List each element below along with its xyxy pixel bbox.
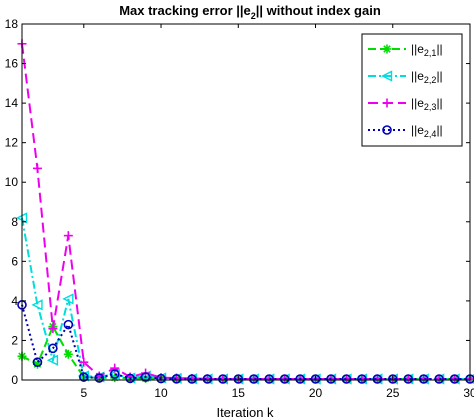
- x-axis-label: Iteration k: [216, 405, 274, 420]
- data-point-s3: [110, 363, 120, 373]
- legend-label: ||e2,4||: [411, 123, 443, 139]
- data-point-s4: [449, 374, 460, 384]
- data-point-s4: [78, 372, 89, 382]
- data-point-s4: [387, 374, 398, 384]
- x-tick-label: 25: [386, 386, 400, 400]
- chart-title: Max tracking error ||e2|| without index …: [119, 3, 381, 21]
- legend-marker: [380, 70, 393, 82]
- data-point-s4: [326, 374, 336, 384]
- x-tick-label: 20: [309, 386, 323, 400]
- data-point-s4: [233, 374, 244, 384]
- legend-label: ||e2,2||: [411, 69, 443, 85]
- series-line-2: [21, 217, 470, 380]
- y-tick-label: 10: [5, 175, 19, 189]
- data-point-s4: [171, 374, 182, 384]
- y-tick-label: 4: [11, 294, 18, 308]
- legend-label: ||e2,3||: [411, 96, 443, 112]
- data-point-s4: [156, 373, 166, 384]
- data-point-s4: [403, 374, 414, 384]
- data-point-s4: [109, 369, 120, 379]
- data-point-s4: [264, 374, 274, 384]
- x-tick-label: 10: [154, 386, 168, 400]
- data-point-s4: [248, 374, 259, 384]
- data-point-s4: [32, 357, 43, 368]
- x-tick-label: 5: [80, 386, 87, 400]
- x-tick-label: 15: [232, 386, 246, 400]
- data-point-s4: [63, 319, 74, 330]
- data-point-s3: [63, 231, 73, 241]
- data-point-s4: [295, 374, 305, 384]
- legend-label: ||e2,1||: [411, 42, 443, 58]
- data-point-s3: [32, 163, 42, 173]
- data-point-s3: [79, 357, 89, 367]
- legend-entry: ||e2,2||: [368, 69, 443, 85]
- data-point-s4: [202, 374, 213, 384]
- legend-entry: ||e2,1||: [368, 42, 443, 58]
- legend-marker: [382, 44, 392, 54]
- data-point-s4: [218, 374, 228, 384]
- y-tick-label: 6: [11, 254, 18, 268]
- series-line-4: [21, 304, 470, 380]
- legend: ||e2,1|| ||e2,2|| ||e2,3|| ||e2,4||: [361, 33, 463, 147]
- y-tick-label: 2: [11, 333, 18, 347]
- data-point-s2: [62, 293, 74, 305]
- data-point-s4: [279, 374, 290, 384]
- y-tick-label: 12: [5, 136, 19, 150]
- data-point-s4: [140, 372, 151, 382]
- y-tick-label: 18: [5, 17, 19, 31]
- data-point-s4: [434, 374, 444, 384]
- data-point-s4: [187, 374, 197, 384]
- data-point-s4: [310, 374, 321, 384]
- legend-entry: ||e2,3||: [368, 96, 443, 112]
- y-tick-label: 8: [11, 215, 18, 229]
- data-point-s4: [341, 374, 352, 384]
- series-line-1: [21, 324, 470, 380]
- legend-entry: ||e2,4||: [368, 123, 443, 139]
- legend-box: [361, 33, 463, 147]
- y-tick-label: 16: [5, 57, 19, 71]
- plot-area: [15, 39, 474, 385]
- data-point-s4: [94, 373, 105, 383]
- data-point-s4: [372, 374, 383, 384]
- x-tick-label: 30: [463, 386, 474, 400]
- y-tick-label: 0: [11, 373, 18, 387]
- axes-frame: [21, 23, 471, 381]
- data-point-s4: [48, 343, 58, 354]
- data-point-s2: [46, 354, 59, 366]
- data-point-s3: [48, 324, 58, 334]
- data-point-s4: [357, 374, 367, 384]
- data-point-s4: [125, 373, 135, 384]
- legend-marker: [382, 98, 392, 108]
- data-point-s4: [418, 374, 429, 384]
- data-point-s2: [31, 299, 43, 311]
- axes: 0 2 4 6 8 10 12 14 16 18 5 10 15 20 25 30: [5, 17, 474, 400]
- legend-marker: [382, 125, 392, 135]
- data-point-s1: [63, 349, 73, 359]
- y-tick-label: 14: [5, 96, 19, 110]
